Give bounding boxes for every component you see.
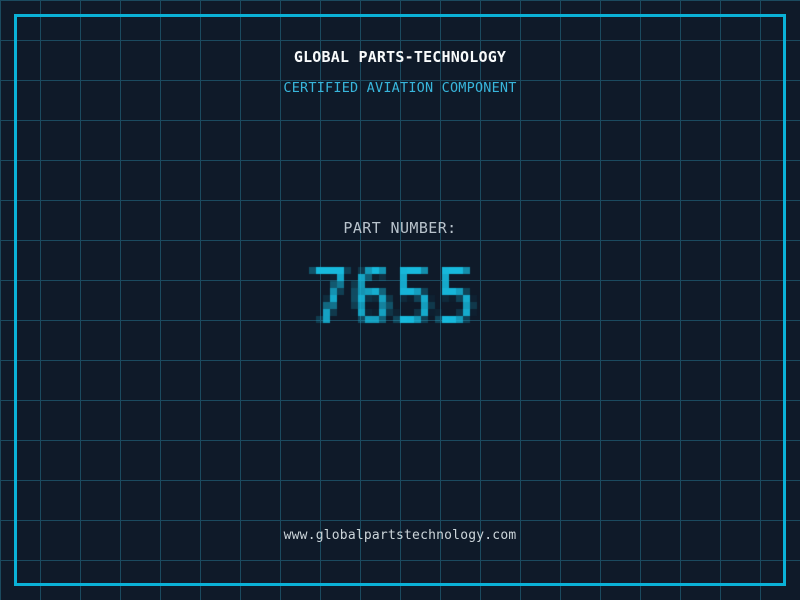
company-name: GLOBAL PARTS-TECHNOLOGY — [293, 48, 507, 66]
certification-subtitle: CERTIFIED AVIATION COMPONENT — [283, 80, 517, 96]
website-url: www.globalpartstechnology.com — [283, 528, 517, 543]
part-number-display — [302, 246, 498, 351]
frame-border — [14, 14, 786, 586]
part-number-label: PART NUMBER: — [343, 219, 457, 237]
